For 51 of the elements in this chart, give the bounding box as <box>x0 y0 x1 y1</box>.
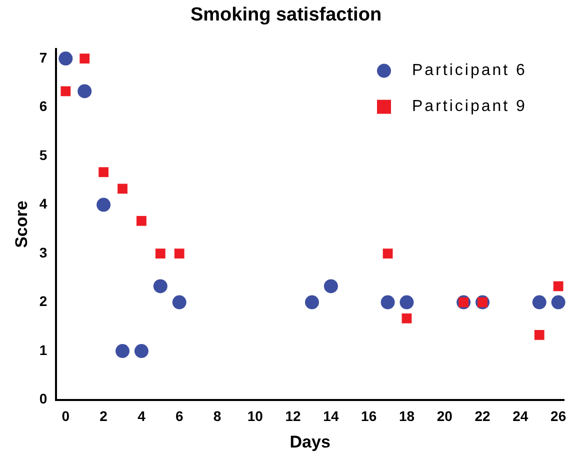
point <box>98 167 109 178</box>
y-tick-label: 3 <box>39 244 48 260</box>
point <box>553 281 564 292</box>
point <box>400 295 414 310</box>
x-tick-label: 0 <box>62 408 70 424</box>
x-tick-label: 14 <box>323 408 339 424</box>
point <box>324 279 338 294</box>
point <box>118 184 128 194</box>
x-tick-label: 24 <box>512 408 528 424</box>
x-tick-label: 6 <box>175 408 184 424</box>
point <box>172 295 186 310</box>
y-tick-label: 1 <box>39 342 48 358</box>
x-tick-label: 12 <box>285 408 302 424</box>
point <box>134 344 148 358</box>
point <box>532 295 546 310</box>
point <box>96 198 111 212</box>
y-tick-label: 0 <box>39 390 48 407</box>
x-axis-title: Days <box>290 432 330 452</box>
x-tick-label: 26 <box>550 408 566 424</box>
x-tick-label: 10 <box>247 408 264 424</box>
x-tick-label: 16 <box>361 408 377 424</box>
point <box>136 216 146 226</box>
point <box>382 248 393 258</box>
x-tick-label: 2 <box>100 408 108 424</box>
point <box>153 279 168 294</box>
point <box>402 313 412 324</box>
y-axis-title: Score <box>12 200 31 248</box>
point <box>551 295 566 310</box>
legend-label: Participant 6 <box>412 62 527 80</box>
point <box>60 86 71 96</box>
chart-title: Smoking satisfaction <box>190 4 382 26</box>
point <box>304 295 319 310</box>
point <box>155 248 166 258</box>
legend-label: Participant 9 <box>412 98 527 116</box>
x-tick-label: 22 <box>474 408 491 424</box>
x-tick-label: 20 <box>436 408 453 424</box>
point <box>534 330 544 340</box>
x-tick-label: 18 <box>398 408 415 424</box>
point <box>380 295 395 310</box>
y-tick-label: 5 <box>39 146 48 163</box>
y-tick-label: 2 <box>39 293 48 310</box>
x-tick-label: 4 <box>138 408 146 424</box>
y-tick-label: 6 <box>39 98 48 114</box>
point <box>174 248 184 258</box>
point <box>116 344 130 358</box>
y-tick-label: 7 <box>39 49 48 66</box>
x-tick-label: 8 <box>213 408 222 424</box>
y-tick-label: 4 <box>39 196 48 212</box>
point <box>78 84 92 98</box>
point <box>80 54 90 64</box>
point <box>58 52 73 66</box>
